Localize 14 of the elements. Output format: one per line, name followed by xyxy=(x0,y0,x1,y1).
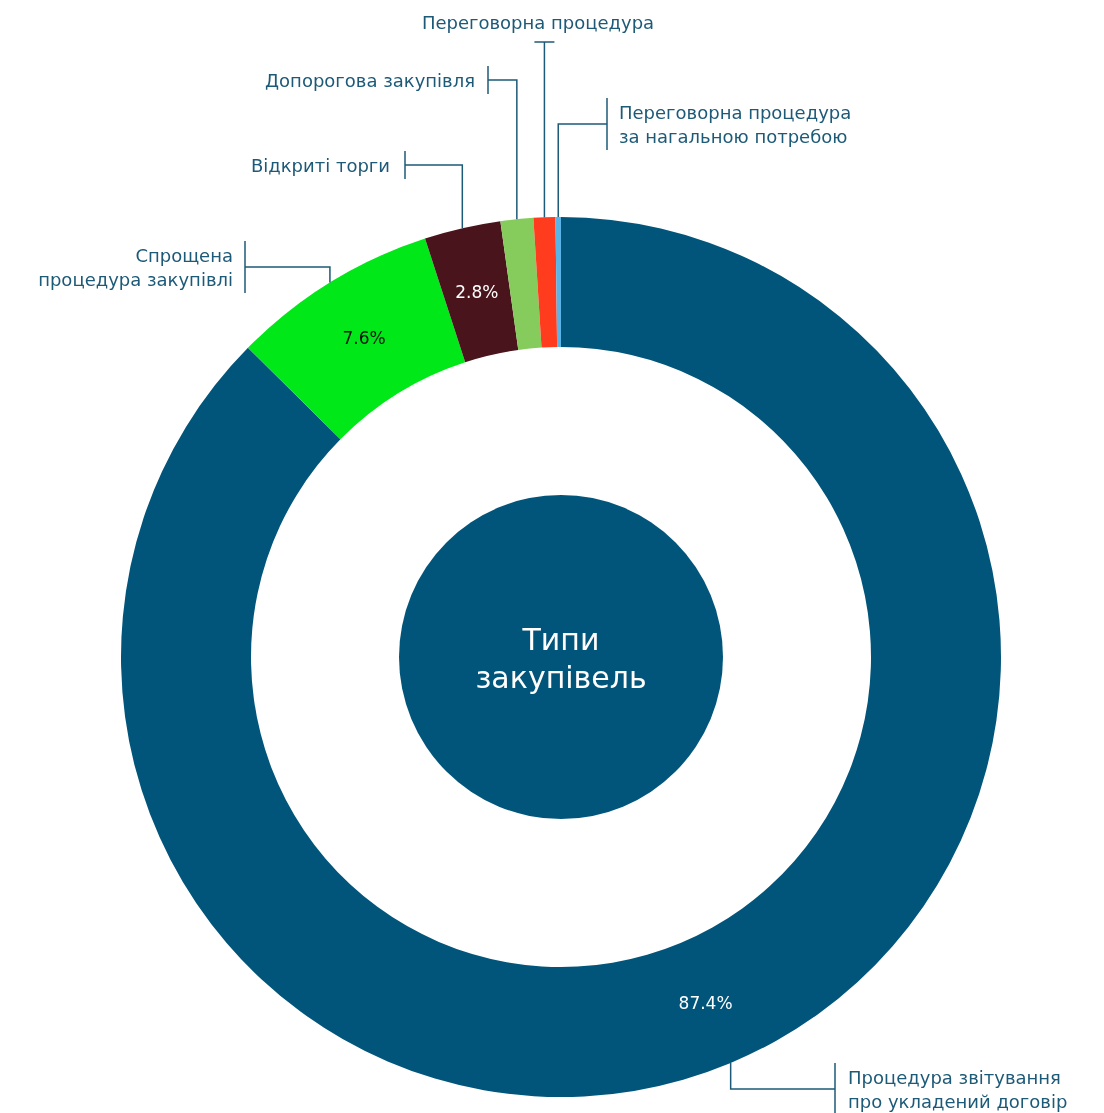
data-label: 7.6% xyxy=(342,327,386,348)
donut-slice xyxy=(500,217,542,350)
data-label: 87.4% xyxy=(678,993,733,1013)
donut-slice xyxy=(555,217,561,348)
slice-label: Переговорна процедура xyxy=(421,11,655,33)
slice-label: Відкриті торги xyxy=(250,154,390,176)
donut-slice xyxy=(533,217,558,348)
slice-label: Спрощена процедура закупівлі xyxy=(38,244,233,290)
slice-label: Допорогова закупівля xyxy=(265,69,475,91)
text: Типи закупівель xyxy=(475,621,647,695)
data-label: 2.8% xyxy=(455,281,499,302)
slice-label: Процедура звітування про укладений договір xyxy=(848,1066,1068,1112)
slice-label: Переговорна процедура за нагальною потребою xyxy=(619,101,852,147)
donut-slice xyxy=(425,221,519,363)
